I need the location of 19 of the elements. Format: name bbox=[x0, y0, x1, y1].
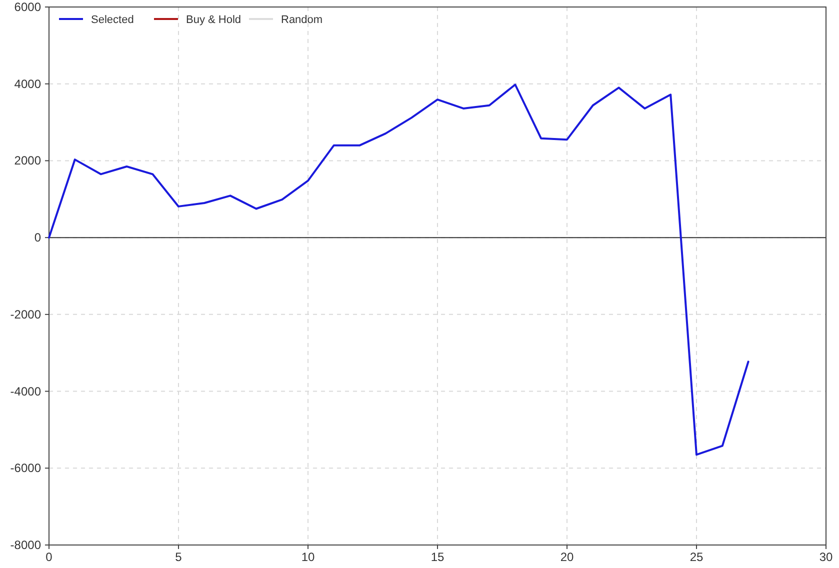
y-tick-label: -6000 bbox=[10, 461, 42, 476]
x-tick-label: 5 bbox=[175, 550, 182, 564]
legend-label: Selected bbox=[91, 14, 134, 26]
x-tick-label: 25 bbox=[690, 550, 704, 564]
x-tick-label: 0 bbox=[46, 550, 53, 564]
y-tick-label: -2000 bbox=[10, 307, 42, 322]
y-tick-label: 6000 bbox=[14, 0, 42, 14]
x-tick-label: 20 bbox=[560, 550, 574, 564]
y-tick-label: -8000 bbox=[10, 538, 42, 552]
y-tick-label: 0 bbox=[34, 230, 42, 245]
y-tick-label: -4000 bbox=[10, 384, 42, 398]
line-series bbox=[48, 84, 750, 456]
x-tick-label: 30 bbox=[819, 550, 833, 564]
y-tick-label: 2000 bbox=[14, 154, 42, 168]
legend-label: Buy & Hold bbox=[186, 14, 242, 26]
x-tick-label: 15 bbox=[430, 550, 444, 564]
x-tick-label: 10 bbox=[301, 550, 315, 564]
legend-label: Random bbox=[281, 14, 323, 26]
y-tick-label: 4000 bbox=[14, 76, 42, 91]
